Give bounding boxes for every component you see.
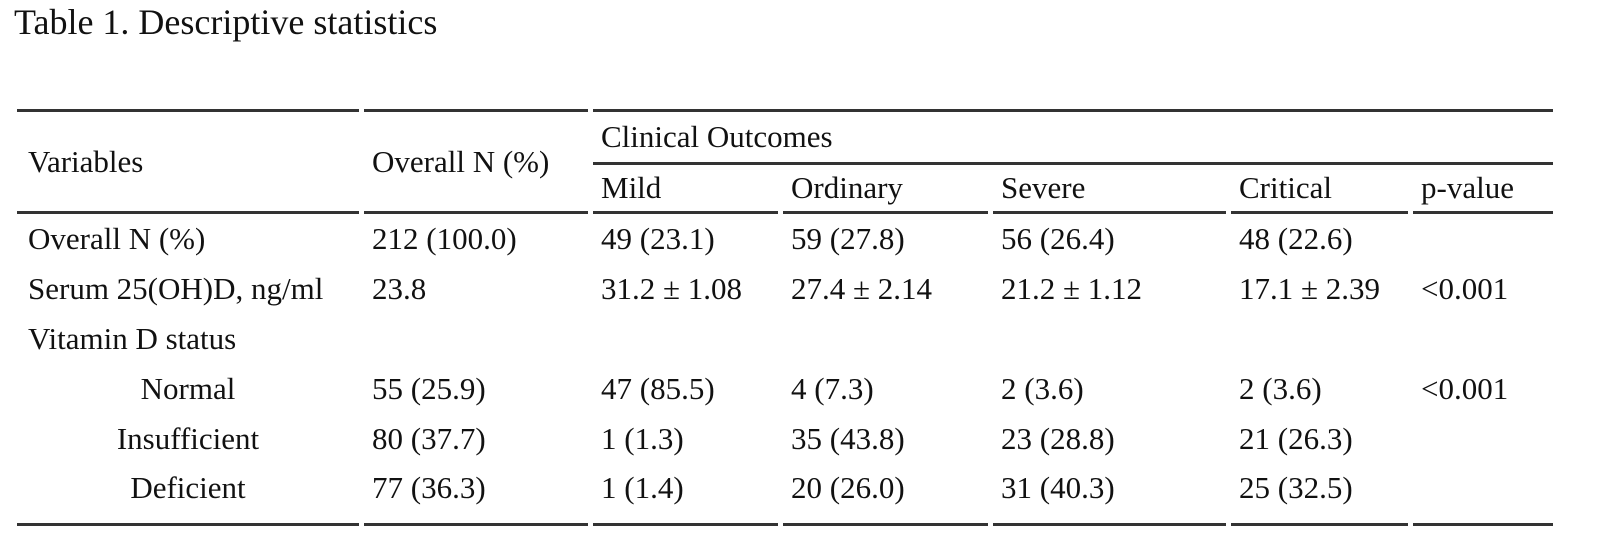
table-cell xyxy=(1413,314,1553,364)
table-cell: 1 (1.3) xyxy=(601,421,684,456)
table-cell: 35 (43.8) xyxy=(791,421,905,456)
table-cell: 21.2 ± 1.12 xyxy=(1001,271,1143,306)
table-cell: 56 (26.4) xyxy=(1001,221,1115,256)
table-caption: Table 1. Descriptive statistics xyxy=(14,2,438,42)
table-cell xyxy=(364,314,588,364)
table-row: Insufficient 80 (37.7) 1 (1.3) 35 (43.8)… xyxy=(17,414,1553,464)
table-cell: 23 (28.8) xyxy=(1001,421,1115,456)
table-row: Normal 55 (25.9) 47 (85.5) 4 (7.3) 2 (3.… xyxy=(17,364,1553,414)
header-row-subcolumns: Mild Ordinary Severe Critical p-value xyxy=(17,165,1554,214)
table-cell xyxy=(1413,414,1553,464)
table-cell: 47 (85.5) xyxy=(601,371,715,406)
column-header-ordinary: Ordinary xyxy=(783,165,988,214)
table-cell xyxy=(1231,314,1408,364)
table-cell xyxy=(783,314,988,364)
descriptive-statistics-table: Variables Overall N (%) Clinical Outcome… xyxy=(12,109,1558,526)
table-cell: <0.001 xyxy=(1421,371,1509,406)
table-cell xyxy=(593,314,778,364)
row-label-indented: Deficient xyxy=(17,464,359,526)
column-group-clinical-outcomes: Clinical Outcomes xyxy=(593,109,1554,165)
table-cell xyxy=(1413,464,1554,526)
row-label-indented: Normal xyxy=(140,371,236,406)
table-cell xyxy=(1413,214,1553,264)
header-row-group: Variables Overall N (%) Clinical Outcome… xyxy=(17,109,1554,214)
row-label: Vitamin D status xyxy=(28,321,237,356)
row-label: Overall N (%) xyxy=(28,221,206,256)
table-cell: 25 (32.5) xyxy=(1231,464,1408,526)
table-cell: 77 (36.3) xyxy=(364,464,588,526)
table-cell: 49 (23.1) xyxy=(601,221,715,256)
table-cell: 31.2 ± 1.08 xyxy=(601,271,743,306)
table-cell: 2 (3.6) xyxy=(1239,371,1322,406)
column-header-severe: Severe xyxy=(993,165,1226,214)
table-row: Deficient 77 (36.3) 1 (1.4) 20 (26.0) 31… xyxy=(17,464,1554,526)
table-cell: 80 (37.7) xyxy=(372,421,486,456)
table-cell: 212 (100.0) xyxy=(372,221,517,256)
column-header-p-value: p-value xyxy=(1413,165,1554,214)
table-cell: 59 (27.8) xyxy=(791,221,905,256)
row-label-indented: Insufficient xyxy=(116,421,260,456)
table-body: Overall N (%) 212 (100.0) 49 (23.1) 59 (… xyxy=(17,214,1554,526)
table-cell: 21 (26.3) xyxy=(1239,421,1353,456)
table-cell: 23.8 xyxy=(372,271,427,306)
table-cell: 27.4 ± 2.14 xyxy=(791,271,933,306)
table-cell: 20 (26.0) xyxy=(783,464,988,526)
table-row: Overall N (%) 212 (100.0) 49 (23.1) 59 (… xyxy=(17,214,1553,264)
table-cell: 31 (40.3) xyxy=(993,464,1226,526)
table-cell: 4 (7.3) xyxy=(791,371,874,406)
table-row: Vitamin D status xyxy=(17,314,1553,364)
column-header-overall: Overall N (%) xyxy=(364,109,588,214)
table-cell xyxy=(993,314,1226,364)
table-cell: 17.1 ± 2.39 xyxy=(1239,271,1381,306)
column-header-variables: Variables xyxy=(17,109,359,214)
table-cell: 2 (3.6) xyxy=(1001,371,1084,406)
table-cell: 1 (1.4) xyxy=(593,464,778,526)
table-cell: 48 (22.6) xyxy=(1239,221,1353,256)
table-cell: <0.001 xyxy=(1421,271,1509,306)
row-label: Serum 25(OH)D, ng/ml xyxy=(28,271,324,306)
column-header-critical: Critical xyxy=(1231,165,1408,214)
table-cell: 55 (25.9) xyxy=(372,371,486,406)
table-row: Serum 25(OH)D, ng/ml 23.8 31.2 ± 1.08 27… xyxy=(17,264,1553,314)
table-header: Variables Overall N (%) Clinical Outcome… xyxy=(17,109,1554,214)
column-header-mild: Mild xyxy=(593,165,778,214)
